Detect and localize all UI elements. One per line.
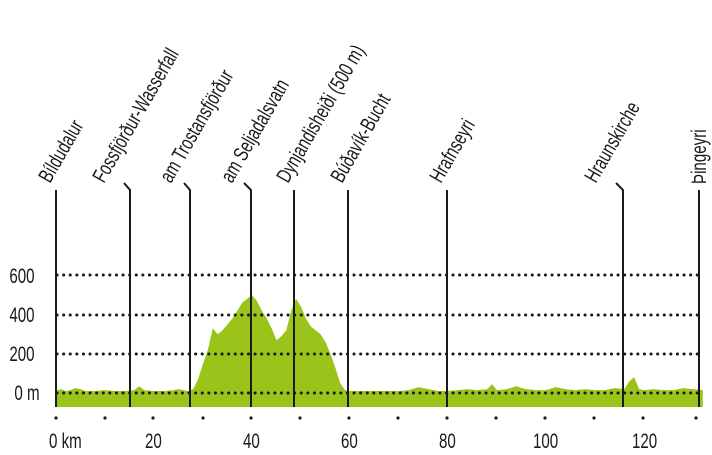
waypoint-label-bildudalur: Bíldudalur <box>33 115 88 186</box>
x-label-20: 20 <box>145 428 162 452</box>
y-label-0: 0 m <box>14 380 39 404</box>
x-axis-labels: 0 km 20 40 60 80 100 120 <box>49 428 657 452</box>
y-axis-labels: 600 400 200 0 m <box>9 263 39 404</box>
y-label-200: 200 <box>9 341 34 365</box>
x-label-80: 80 <box>439 428 456 452</box>
x-label-0: 0 km <box>49 428 82 452</box>
x-label-60: 60 <box>341 428 358 452</box>
waypoint-label-thingeyri: Þingeyri <box>686 129 710 184</box>
gridlines <box>55 273 702 395</box>
waypoint-label-hraunskirche: Hraunskirche <box>579 97 644 186</box>
x-label-100: 100 <box>533 428 558 452</box>
x-label-120: 120 <box>632 428 657 452</box>
y-label-400: 400 <box>9 302 34 326</box>
waypoint-label-hrafnseyri: Hrafnseyri <box>424 115 479 187</box>
waypoint-lines <box>55 182 700 407</box>
x-label-40: 40 <box>243 428 260 452</box>
elevation-area <box>56 295 703 407</box>
x-minor-ticks <box>54 416 698 420</box>
waypoint-labels: Bíldudalur Fossfjörður-Wasserfall am Tro… <box>33 40 710 186</box>
y-label-600: 600 <box>9 263 34 287</box>
